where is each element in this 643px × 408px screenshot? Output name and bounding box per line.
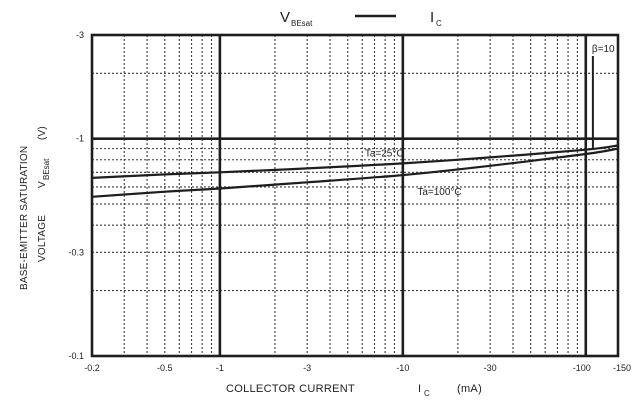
- x-tick-label: -1: [216, 363, 224, 373]
- grid-layer: [92, 35, 618, 356]
- x-tick-label: -150: [613, 363, 631, 373]
- x-axis-symbol: I: [418, 383, 421, 395]
- x-tick-label: -100: [573, 363, 591, 373]
- tick-label-layer: -0.2 -0.5 -1 -3 -10 -30 -100 -150 -3 -1 -0.3 -0.1: [68, 30, 631, 373]
- y-axis-label-line1: BASE-EMITTER SATURATION: [19, 146, 30, 290]
- x-axis-unit: (mA): [457, 383, 482, 395]
- x-tick-label: -3: [303, 363, 311, 373]
- x-axis-label: COLLECTOR CURRENT: [226, 383, 355, 395]
- annotation-label: β=10: [592, 44, 615, 55]
- series-line-ta-100-c: [91, 147, 619, 198]
- y-tick-label: -0.1: [68, 351, 84, 361]
- x-tick-label: -0.5: [157, 363, 173, 373]
- x-tick-label: -30: [484, 363, 497, 373]
- title-i: I: [430, 9, 434, 26]
- y-tick-label: -0.3: [68, 247, 84, 257]
- title-v-subscript: BEsat: [291, 19, 313, 28]
- title-i-subscript: C: [436, 19, 442, 28]
- y-tick-label: -3: [76, 30, 84, 40]
- y-axis-symbol: V: [37, 181, 48, 188]
- y-axis-symbol-subscript: BEsat: [42, 158, 51, 180]
- annotation-label: Ta=25°C: [365, 148, 404, 159]
- series-line-ta-25-c: [91, 144, 619, 179]
- x-axis-symbol-subscript: C: [424, 389, 430, 398]
- y-tick-label: -1: [76, 134, 84, 144]
- y-axis-unit: (V): [37, 126, 48, 140]
- annotation-label: Ta=100°C: [417, 187, 461, 198]
- title-v: V: [280, 9, 290, 26]
- x-tick-label: -0.2: [84, 363, 100, 373]
- annotation-layer: Ta=25°C Ta=100°C β=10: [365, 44, 615, 198]
- y-axis-title: BASE-EMITTER SATURATION VOLTAGE V BEsat …: [19, 126, 51, 290]
- series-layer: [91, 144, 619, 198]
- x-axis-title: COLLECTOR CURRENT I C (mA): [226, 383, 482, 398]
- y-axis-label-line2: VOLTAGE: [37, 215, 48, 262]
- chart-title: V BEsat I C: [280, 9, 442, 28]
- x-tick-label: -10: [396, 363, 409, 373]
- plot-frame: [90, 33, 620, 358]
